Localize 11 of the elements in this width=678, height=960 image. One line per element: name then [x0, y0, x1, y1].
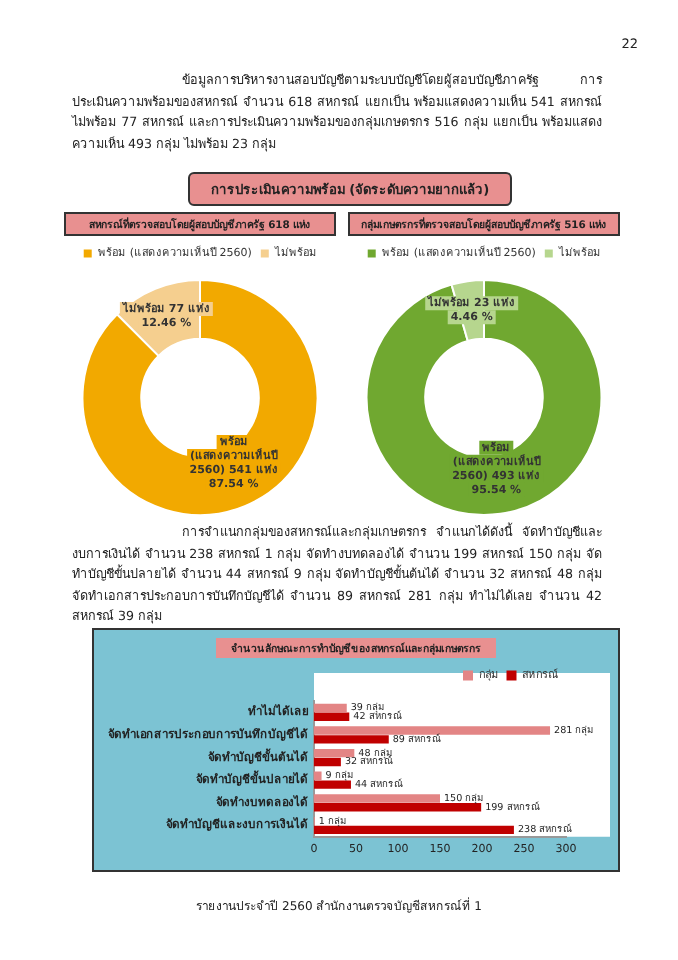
bar — [314, 748, 355, 758]
bar — [314, 794, 440, 803]
bar — [314, 771, 322, 780]
bar — [314, 757, 341, 767]
bar — [314, 726, 551, 735]
bar — [314, 825, 514, 835]
bar — [314, 803, 482, 812]
bar — [314, 780, 351, 789]
bar — [314, 703, 347, 713]
bar — [314, 735, 389, 744]
bar — [314, 712, 350, 721]
